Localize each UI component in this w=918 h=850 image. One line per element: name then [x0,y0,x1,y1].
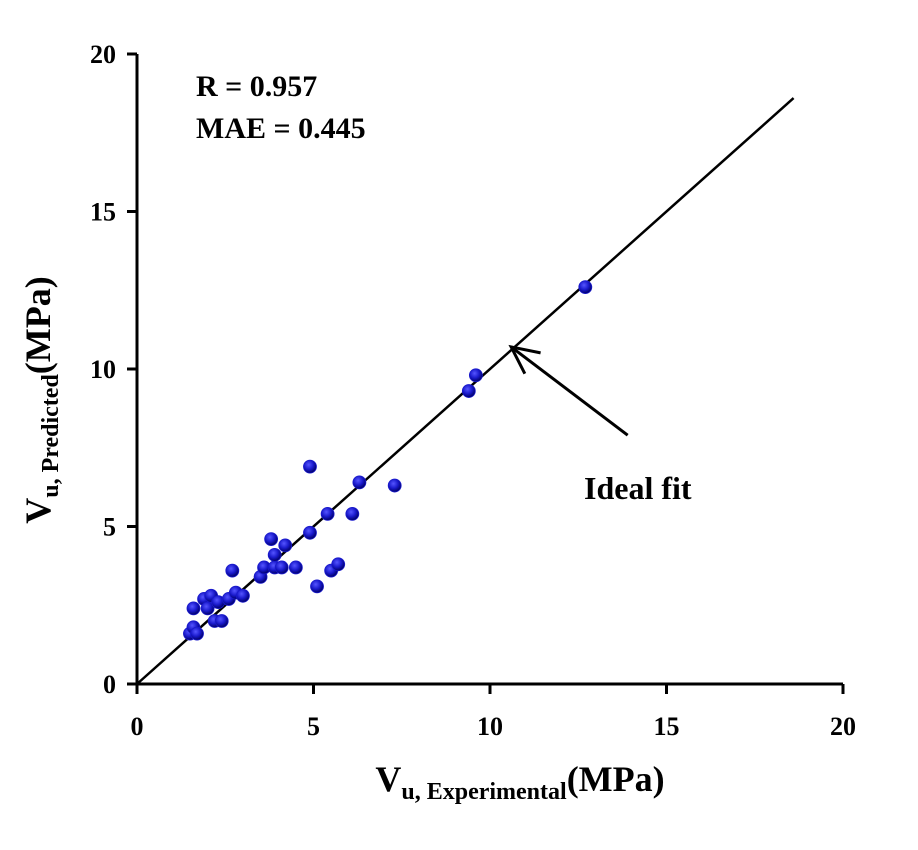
data-point [303,459,317,474]
x-tick-label: 20 [830,712,856,741]
x-axis-label: Vu, Experimental(MPa) [375,759,664,805]
data-point [278,538,293,553]
ticks: 0 5 10 15 20 0 5 10 15 20 [90,40,856,741]
y-tick-label: 10 [90,355,116,384]
x-tick-label: 5 [307,712,320,741]
data-point [288,560,303,575]
y-tick-label: 0 [103,670,116,699]
annotation-label: Ideal fit [584,470,692,506]
data-point [468,368,483,383]
x-axis-label-unit: (MPa) [567,759,665,799]
data-point [274,560,289,575]
x-axis-label-main: V [375,759,401,799]
data-point [264,532,279,546]
annotation-arrow-shaft [510,345,629,437]
x-tick-label: 15 [654,712,680,741]
y-tick-label: 20 [90,40,116,69]
data-point [225,563,240,578]
x-axis-label-sub: u, Experimental [401,779,567,805]
y-tick-label: 5 [103,513,116,542]
y-tick-label: 15 [90,198,116,227]
data-point [331,557,346,572]
data-point [345,507,360,521]
annotation-arrow-head [508,344,541,375]
y-axis-label: Vu, Predicted(MPa) [18,276,64,524]
data-point [267,547,282,562]
stat-r: R = 0.957 [196,70,317,103]
annotation-group: Ideal fit [508,344,692,506]
data-point [200,601,215,616]
data-point [320,507,335,521]
data-point [387,478,402,493]
stat-mae: MAE = 0.445 [196,112,366,145]
y-axis-label-sub: u, Predicted [38,374,64,498]
y-axis-label-main: V [18,498,58,524]
data-point [186,601,201,616]
data-points [183,280,593,641]
data-point [310,579,324,594]
data-point [578,280,593,295]
data-point [214,614,229,628]
x-tick-label: 0 [131,712,144,741]
y-axis-label-unit: (MPa) [18,276,58,374]
data-point [461,384,476,398]
data-point [352,475,367,490]
data-point [303,525,317,540]
data-point [190,626,204,641]
data-point [235,588,250,603]
x-tick-label: 10 [477,712,503,741]
